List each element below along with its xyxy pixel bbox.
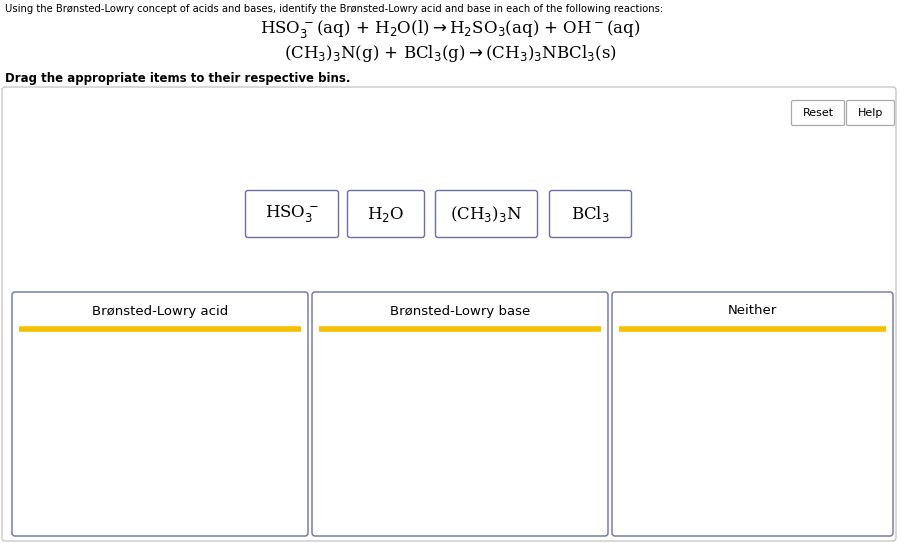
- FancyBboxPatch shape: [348, 191, 424, 237]
- Text: H$_2$O: H$_2$O: [368, 205, 405, 224]
- FancyBboxPatch shape: [847, 100, 895, 125]
- Text: Neither: Neither: [728, 305, 778, 318]
- Text: Using the Brønsted-Lowry concept of acids and bases, identify the Brønsted-Lowry: Using the Brønsted-Lowry concept of acid…: [5, 4, 663, 14]
- FancyBboxPatch shape: [612, 292, 893, 536]
- Text: (CH$_3$)$_3$N(g) $+$ BCl$_3$(g)$\rightarrow$(CH$_3$)$_3$NBCl$_3$(s): (CH$_3$)$_3$N(g) $+$ BCl$_3$(g)$\rightar…: [284, 43, 616, 64]
- Text: Drag the appropriate items to their respective bins.: Drag the appropriate items to their resp…: [5, 72, 350, 85]
- FancyBboxPatch shape: [435, 191, 538, 237]
- Text: BCl$_3$: BCl$_3$: [571, 204, 610, 224]
- Text: (CH$_3$)$_3$N: (CH$_3$)$_3$N: [450, 204, 523, 224]
- FancyBboxPatch shape: [312, 292, 608, 536]
- FancyBboxPatch shape: [12, 292, 308, 536]
- Text: HSO$_3^{\,-}$(aq) $+$ H$_2$O(l)$\rightarrow$H$_2$SO$_3$(aq) $+$ OH$^-$(aq): HSO$_3^{\,-}$(aq) $+$ H$_2$O(l)$\rightar…: [259, 18, 640, 40]
- Text: Brønsted-Lowry acid: Brønsted-Lowry acid: [92, 305, 228, 318]
- FancyBboxPatch shape: [550, 191, 632, 237]
- Text: HSO$_3^{\,-}$: HSO$_3^{\,-}$: [265, 204, 319, 224]
- FancyBboxPatch shape: [245, 191, 339, 237]
- FancyBboxPatch shape: [2, 87, 896, 541]
- Text: Reset: Reset: [803, 108, 833, 118]
- Text: Help: Help: [858, 108, 883, 118]
- FancyBboxPatch shape: [791, 100, 844, 125]
- Text: Brønsted-Lowry base: Brønsted-Lowry base: [390, 305, 530, 318]
